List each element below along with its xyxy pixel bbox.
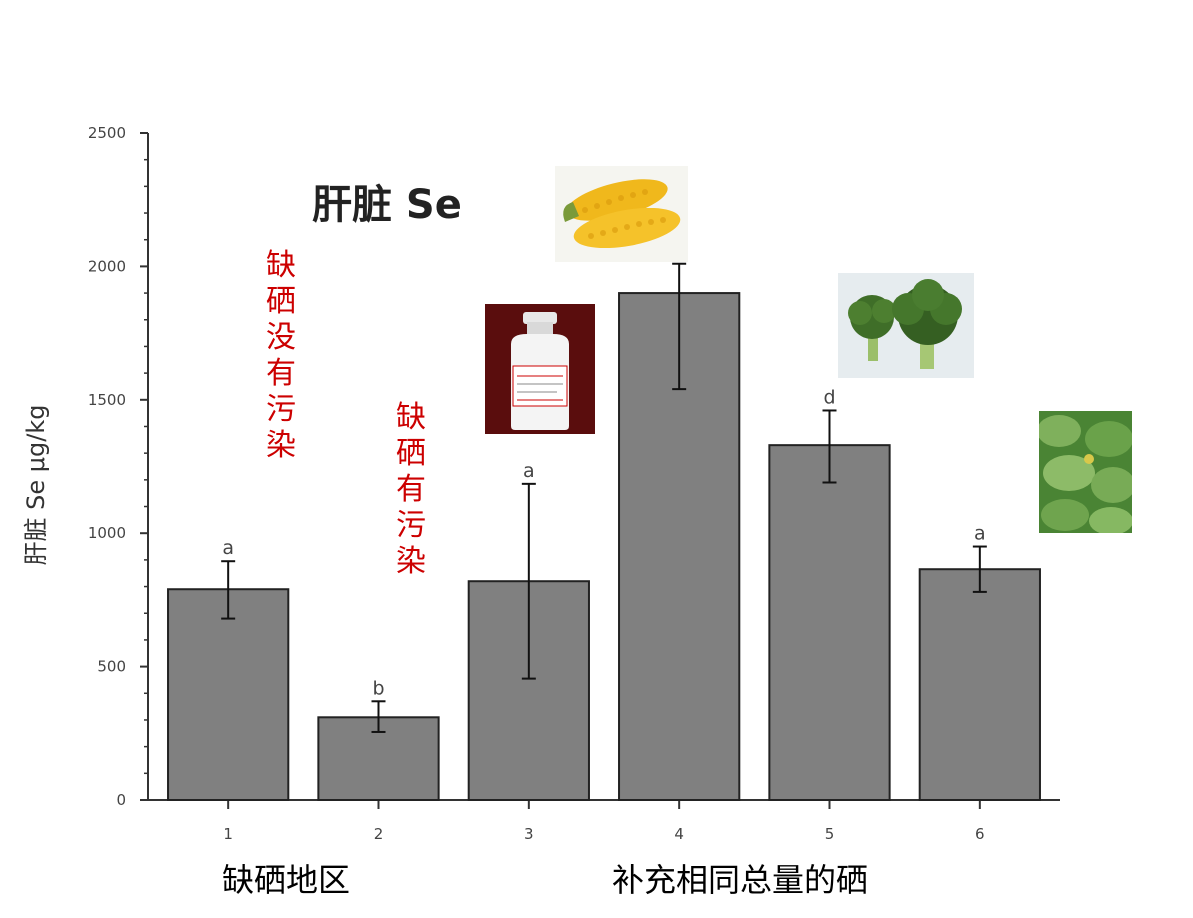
y-tick-label: 2000 bbox=[88, 257, 126, 275]
significance-label: a bbox=[222, 537, 234, 559]
y-tick-label: 1000 bbox=[88, 524, 126, 542]
y-tick-label: 500 bbox=[97, 658, 126, 676]
x-tick-label: 2 bbox=[374, 825, 384, 843]
y-tick-label: 0 bbox=[116, 791, 126, 809]
broccoli-photo bbox=[838, 273, 974, 378]
x-tick-label: 4 bbox=[674, 825, 684, 843]
note-with-pollution: 缺硒有污染 bbox=[396, 400, 426, 579]
x-tick-label: 6 bbox=[975, 825, 985, 843]
group-label-supplement: 补充相同总量的硒 bbox=[612, 861, 869, 899]
leafy-greens-photo bbox=[1039, 411, 1132, 533]
x-tick-label: 1 bbox=[223, 825, 233, 843]
x-tick-label: 5 bbox=[825, 825, 835, 843]
significance-label: b bbox=[372, 677, 384, 699]
significance-label: a bbox=[523, 460, 535, 482]
bar bbox=[167, 588, 290, 802]
significance-label: a bbox=[974, 523, 986, 545]
bar bbox=[918, 568, 1041, 802]
corn-photo bbox=[555, 166, 688, 262]
significance-label: d bbox=[823, 386, 835, 408]
group-label-deficient: 缺硒地区 bbox=[222, 861, 351, 899]
y-tick-label: 2500 bbox=[88, 124, 126, 142]
chart-title: 肝脏 Se bbox=[312, 182, 462, 228]
y-tick-label: 1500 bbox=[88, 391, 126, 409]
bar bbox=[768, 444, 891, 801]
reagent-bottle-photo bbox=[485, 304, 595, 434]
y-axis-label: 肝脏 Se μg/kg bbox=[22, 405, 50, 566]
x-tick-label: 3 bbox=[524, 825, 534, 843]
note-no-pollution: 缺硒没有污染 bbox=[266, 248, 296, 463]
